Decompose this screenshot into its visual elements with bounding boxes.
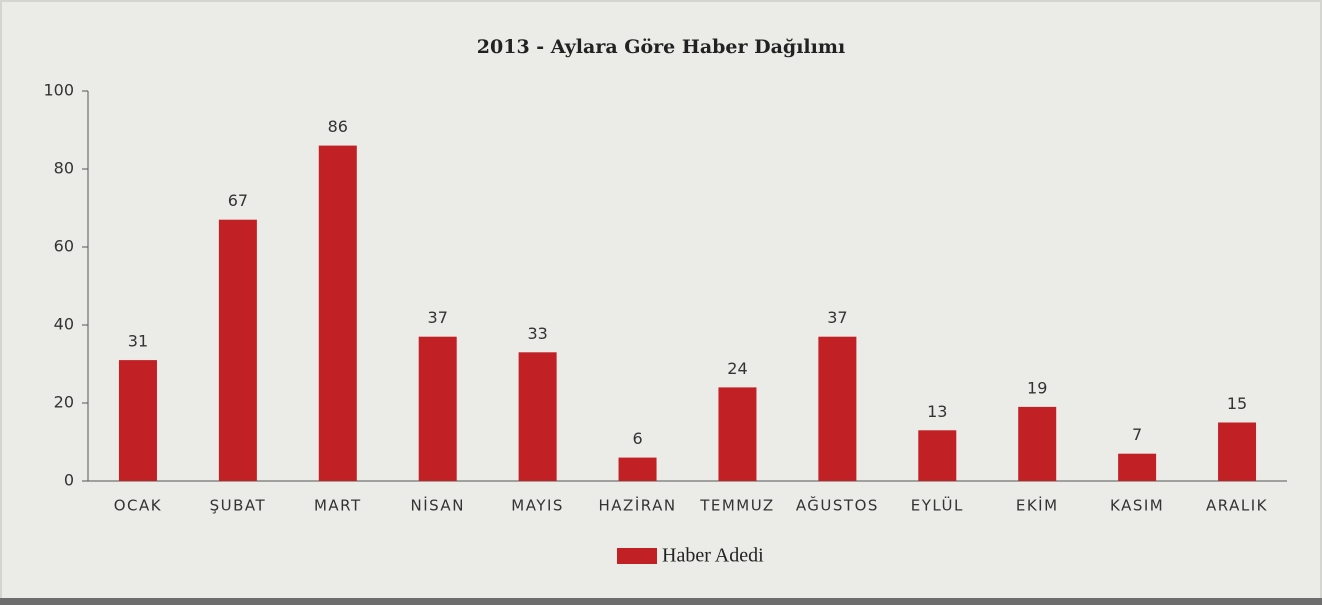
bar <box>618 457 657 481</box>
data-label: 37 <box>827 308 847 327</box>
bar <box>218 219 257 481</box>
bar <box>1018 406 1057 481</box>
x-tick-label: MAYIS <box>511 497 564 515</box>
chart-title: 2013 - Aylara Göre Haber Dağılımı <box>477 36 845 58</box>
x-tick-label: MART <box>314 497 362 515</box>
bar <box>318 145 357 481</box>
legend-label: Haber Adedi <box>662 545 764 567</box>
bar <box>718 387 757 481</box>
data-label: 37 <box>428 308 448 327</box>
x-tick-label: NİSAN <box>410 496 464 515</box>
x-tick-label: HAZİRAN <box>599 496 677 515</box>
bar <box>818 336 857 481</box>
bar <box>918 430 957 481</box>
x-tick-label: AĞUSTOS <box>796 496 879 515</box>
y-tick-label: 100 <box>43 81 74 100</box>
y-tick-label: 20 <box>54 393 74 412</box>
x-tick-label: EYLÜL <box>911 496 964 515</box>
x-tick-label: OCAK <box>114 497 162 515</box>
data-label: 67 <box>228 191 248 210</box>
bar <box>1218 422 1257 481</box>
data-label: 31 <box>128 332 148 351</box>
x-tick-label: ŞUBAT <box>210 497 267 515</box>
data-label: 33 <box>527 324 547 343</box>
x-tick-label: KASIM <box>1110 497 1164 515</box>
y-tick-label: 0 <box>64 471 74 490</box>
data-label: 6 <box>632 429 642 448</box>
y-tick-label: 80 <box>54 159 74 178</box>
data-label: 15 <box>1227 394 1247 413</box>
bottom-bar <box>0 598 1322 605</box>
bar <box>418 336 457 481</box>
x-tick-label: TEMMUZ <box>699 497 775 515</box>
data-label: 24 <box>727 359 747 378</box>
bar <box>518 352 557 481</box>
data-label: 19 <box>1027 378 1047 397</box>
y-tick-label: 40 <box>54 315 74 334</box>
bar <box>118 360 157 481</box>
data-label: 86 <box>328 117 348 136</box>
bar <box>1118 453 1157 481</box>
y-tick-label: 60 <box>54 237 74 256</box>
data-label: 7 <box>1132 425 1142 444</box>
x-tick-label: EKİM <box>1016 496 1059 515</box>
data-label: 13 <box>927 402 947 421</box>
legend-swatch <box>617 548 657 564</box>
x-tick-label: ARALIK <box>1206 497 1268 515</box>
